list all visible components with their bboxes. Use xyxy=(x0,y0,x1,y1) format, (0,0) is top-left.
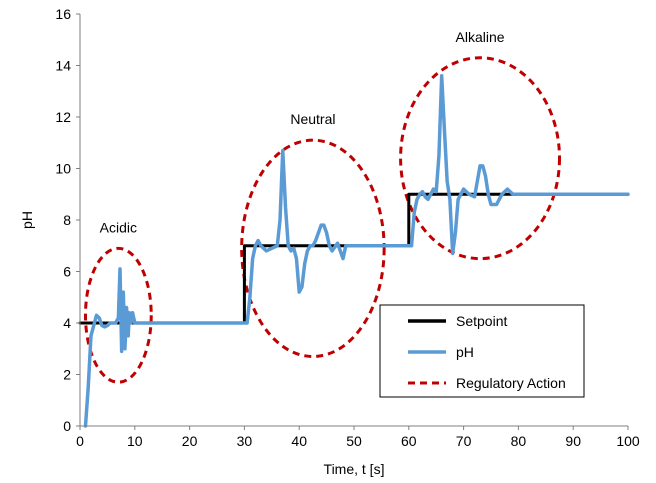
x-tick-label-9: 90 xyxy=(565,433,581,449)
x-tick-label-5: 50 xyxy=(346,433,362,449)
x-tick-label-8: 80 xyxy=(511,433,527,449)
x-tick-label-10: 100 xyxy=(616,433,640,449)
series-layer xyxy=(78,74,630,428)
x-axis-title: Time, t [s] xyxy=(324,461,385,477)
ticks-layer: 0 10 20 30 40 50 60 70 80 90 100 0 2 4 6 8 10 12 14 16 xyxy=(55,6,639,449)
y-tick-label-1: 2 xyxy=(63,367,71,383)
legend-label-ph: pH xyxy=(456,344,474,360)
regions-layer xyxy=(83,56,562,384)
x-tick-label-7: 70 xyxy=(456,433,472,449)
y-tick-label-4: 8 xyxy=(63,212,71,228)
y-tick-label-2: 4 xyxy=(63,315,71,331)
series-line-ph xyxy=(83,74,630,428)
legend-label-regulatory-action: Regulatory Action xyxy=(456,375,566,391)
region-ellipse-neutral xyxy=(240,138,386,358)
annotation-neutral: Neutral xyxy=(290,111,335,127)
y-tick-label-7: 14 xyxy=(55,58,71,74)
y-tick-label-8: 16 xyxy=(55,6,71,22)
y-tick-label-6: 12 xyxy=(55,109,71,125)
x-tick-label-0: 0 xyxy=(76,433,84,449)
y-tick-label-3: 6 xyxy=(63,264,71,280)
region-ellipse-alkaline xyxy=(399,56,562,261)
legend: Setpoint pH Regulatory Action xyxy=(379,304,585,398)
region-ellipse-acidic xyxy=(83,246,153,384)
x-tick-label-3: 30 xyxy=(237,433,253,449)
annotation-acidic: Acidic xyxy=(100,219,137,235)
x-tick-label-2: 20 xyxy=(182,433,198,449)
annotation-alkaline: Alkaline xyxy=(456,29,505,45)
legend-label-setpoint: Setpoint xyxy=(456,313,507,329)
x-tick-label-1: 10 xyxy=(127,433,143,449)
y-tick-label-0: 0 xyxy=(63,418,71,434)
annotations-layer: Acidic Neutral Alkaline xyxy=(100,29,505,236)
y-tick-label-5: 10 xyxy=(55,161,71,177)
x-tick-label-6: 60 xyxy=(401,433,417,449)
x-tick-label-4: 40 xyxy=(291,433,307,449)
y-axis-title: pH xyxy=(19,211,35,229)
